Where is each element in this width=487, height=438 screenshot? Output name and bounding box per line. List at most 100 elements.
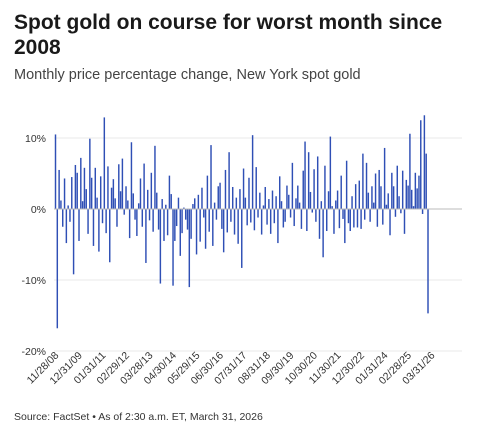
bar [83,167,86,209]
bar [101,209,104,224]
bar [324,165,326,209]
bar [257,209,259,218]
bar [271,190,274,209]
bar [139,178,142,209]
bar [416,188,418,209]
bar [354,184,357,209]
bar [385,204,388,209]
bar [179,209,181,256]
bar [150,172,153,209]
bar [344,209,346,244]
bar [114,198,116,209]
bar [116,209,118,227]
bar [241,209,243,268]
bar [391,172,393,209]
bar [367,192,370,209]
bar [119,191,122,209]
bar [259,192,261,209]
bar [423,115,426,209]
bar [130,142,133,209]
bar [425,153,427,209]
x-axis-tick-labels: 11/28/0812/31/0901/31/1102/29/1203/28/13… [25,350,438,388]
bar [392,186,395,209]
bar [280,201,283,209]
bars [54,115,429,329]
y-tick-label: 0% [31,204,46,216]
bar [374,173,377,209]
bar [78,209,80,241]
bar [398,196,400,209]
bar [170,194,172,209]
y-tick-label: 10% [25,133,46,145]
bar [371,186,373,209]
bar [186,209,189,230]
bar [400,209,402,214]
bar [336,190,339,209]
bar [159,209,162,284]
bar [255,167,257,209]
bar [192,204,194,209]
bar [318,209,321,239]
bar [67,205,69,209]
bar [279,176,281,209]
bar [210,145,212,209]
bar [353,209,355,228]
bar [235,197,238,209]
bar [201,187,203,209]
bar [264,186,266,209]
bar [63,178,66,209]
bar [412,206,415,209]
gridlines [54,137,462,352]
bar [246,209,248,226]
bar [362,153,364,209]
bar [380,186,382,209]
bar [85,189,87,209]
source-note: Source: FactSet • As of 2:30 a.m. ET, Ma… [14,411,263,423]
bar [329,136,332,209]
bar [56,209,59,329]
bar [163,209,165,241]
bar [326,209,328,232]
bar [65,209,68,244]
bar [203,209,205,218]
bar [230,209,232,222]
bar [154,145,156,209]
bar [251,135,254,209]
bar [90,177,93,209]
bar [166,209,169,236]
bar [405,179,408,209]
bar [304,141,306,209]
bar [181,209,183,234]
bar [365,162,368,209]
bar [165,204,167,209]
bar [269,209,272,234]
bar [268,199,270,209]
bar [143,163,145,209]
bar [244,197,247,209]
bar [262,205,265,209]
bar [109,209,111,263]
bar [333,209,335,234]
bar [145,209,147,263]
bar [373,202,375,209]
bar [231,186,234,209]
bar [378,169,380,209]
bar [147,189,149,209]
bar [121,158,124,209]
bar [172,209,174,286]
bar [327,191,330,209]
bar [351,196,353,209]
bar [107,166,109,209]
bar [383,147,386,209]
bar [382,209,384,225]
bar [219,182,221,209]
bar [222,209,225,253]
bar [148,209,151,221]
bar [184,209,187,220]
bar [74,164,77,209]
bar [123,209,125,215]
bar [81,201,84,209]
bar [282,209,285,228]
bar [188,209,191,288]
bar [96,197,98,209]
